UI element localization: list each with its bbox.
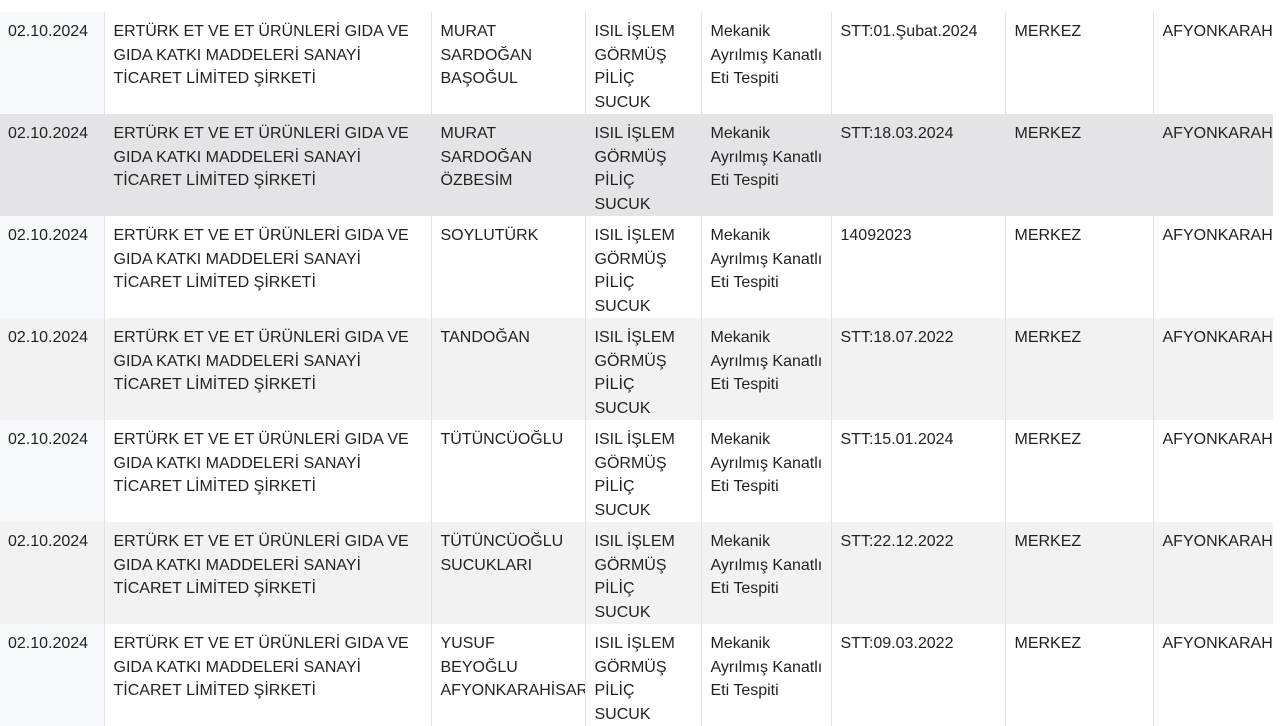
results-table-container: 02.10.2024 ERTÜRK ET VE ET ÜRÜNLERİ GIDA …: [0, 12, 1273, 726]
cell-district: MERKEZ: [1004, 114, 1153, 216]
cell-district: MERKEZ: [1004, 12, 1153, 114]
cell-date: 02.10.2024: [0, 12, 104, 114]
cell-province: AFYONKARAHİSAR: [1152, 624, 1273, 726]
cell-batch: STT:18.03.2024: [830, 114, 1005, 216]
cell-finding: Mekanik Ayrılmış Kanatlı Eti Tespiti: [700, 624, 831, 726]
cell-batch: STT:09.03.2022: [830, 624, 1005, 726]
cell-date: 02.10.2024: [0, 318, 104, 420]
cell-province: AFYONKARAHİSAR: [1152, 522, 1273, 624]
cell-date: 02.10.2024: [0, 624, 104, 726]
cell-brand: MURAT SARDOĞAN ÖZBESİM: [430, 114, 585, 216]
table-row: 02.10.2024 ERTÜRK ET VE ET ÜRÜNLERİ GIDA …: [0, 318, 1273, 420]
cell-company: ERTÜRK ET VE ET ÜRÜNLERİ GIDA VE GIDA KA…: [103, 12, 431, 114]
cell-batch: 14092023: [830, 216, 1005, 318]
cell-finding: Mekanik Ayrılmış Kanatlı Eti Tespiti: [700, 420, 831, 522]
cell-district: MERKEZ: [1004, 318, 1153, 420]
cell-product: ISIL İŞLEM GÖRMÜŞ PİLİÇ SUCUK: [584, 318, 701, 420]
cell-province: AFYONKARAHİSAR: [1152, 12, 1273, 114]
table-row: 02.10.2024 ERTÜRK ET VE ET ÜRÜNLERİ GIDA …: [0, 420, 1273, 522]
table-row: 02.10.2024 ERTÜRK ET VE ET ÜRÜNLERİ GIDA …: [0, 114, 1273, 216]
cell-company: ERTÜRK ET VE ET ÜRÜNLERİ GIDA VE GIDA KA…: [103, 114, 431, 216]
cell-brand: YUSUF BEYOĞLU AFYONKARAHİSAR: [430, 624, 585, 726]
cell-district: MERKEZ: [1004, 624, 1153, 726]
cell-company: ERTÜRK ET VE ET ÜRÜNLERİ GIDA VE GIDA KA…: [103, 216, 431, 318]
cell-product: ISIL İŞLEM GÖRMÜŞ PİLİÇ SUCUK: [584, 114, 701, 216]
cell-date: 02.10.2024: [0, 522, 104, 624]
cell-brand: TÜTÜNCÜOĞLU SUCUKLARI: [430, 522, 585, 624]
cell-district: MERKEZ: [1004, 216, 1153, 318]
cell-district: MERKEZ: [1004, 522, 1153, 624]
table-row: 02.10.2024 ERTÜRK ET VE ET ÜRÜNLERİ GIDA …: [0, 522, 1273, 624]
cell-product: ISIL İŞLEM GÖRMÜŞ PİLİÇ SUCUK: [584, 420, 701, 522]
cell-batch: STT:01.Şubat.2024: [830, 12, 1005, 114]
cell-finding: Mekanik Ayrılmış Kanatlı Eti Tespiti: [700, 12, 831, 114]
cell-district: MERKEZ: [1004, 420, 1153, 522]
cell-brand: TANDOĞAN: [430, 318, 585, 420]
cell-batch: STT:22.12.2022: [830, 522, 1005, 624]
table-row: 02.10.2024 ERTÜRK ET VE ET ÜRÜNLERİ GIDA …: [0, 12, 1273, 114]
cell-brand: MURAT SARDOĞAN BAŞOĞUL: [430, 12, 585, 114]
cell-province: AFYONKARAHİSAR: [1152, 114, 1273, 216]
cell-product: ISIL İŞLEM GÖRMÜŞ PİLİÇ SUCUK: [584, 624, 701, 726]
cell-province: AFYONKARAHİSAR: [1152, 216, 1273, 318]
cell-batch: STT:18.07.2022: [830, 318, 1005, 420]
cell-province: AFYONKARAHİSAR: [1152, 318, 1273, 420]
cell-brand: SOYLUTÜRK: [430, 216, 585, 318]
cell-product: ISIL İŞLEM GÖRMÜŞ PİLİÇ SUCUK: [584, 522, 701, 624]
cell-brand: TÜTÜNCÜOĞLU: [430, 420, 585, 522]
cell-date: 02.10.2024: [0, 114, 104, 216]
cell-finding: Mekanik Ayrılmış Kanatlı Eti Tespiti: [700, 522, 831, 624]
cell-company: ERTÜRK ET VE ET ÜRÜNLERİ GIDA VE GIDA KA…: [103, 420, 431, 522]
cell-finding: Mekanik Ayrılmış Kanatlı Eti Tespiti: [700, 114, 831, 216]
cell-date: 02.10.2024: [0, 420, 104, 522]
cell-company: ERTÜRK ET VE ET ÜRÜNLERİ GIDA VE GIDA KA…: [103, 522, 431, 624]
results-table: 02.10.2024 ERTÜRK ET VE ET ÜRÜNLERİ GIDA …: [0, 12, 1273, 726]
table-row: 02.10.2024 ERTÜRK ET VE ET ÜRÜNLERİ GIDA …: [0, 624, 1273, 726]
cell-batch: STT:15.01.2024: [830, 420, 1005, 522]
cell-company: ERTÜRK ET VE ET ÜRÜNLERİ GIDA VE GIDA KA…: [103, 624, 431, 726]
cell-date: 02.10.2024: [0, 216, 104, 318]
cell-product: ISIL İŞLEM GÖRMÜŞ PİLİÇ SUCUK: [584, 216, 701, 318]
cell-finding: Mekanik Ayrılmış Kanatlı Eti Tespiti: [700, 216, 831, 318]
cell-company: ERTÜRK ET VE ET ÜRÜNLERİ GIDA VE GIDA KA…: [103, 318, 431, 420]
cell-product: ISIL İŞLEM GÖRMÜŞ PİLİÇ SUCUK: [584, 12, 701, 114]
cell-finding: Mekanik Ayrılmış Kanatlı Eti Tespiti: [700, 318, 831, 420]
table-row: 02.10.2024 ERTÜRK ET VE ET ÜRÜNLERİ GIDA …: [0, 216, 1273, 318]
cell-province: AFYONKARAHİSAR: [1152, 420, 1273, 522]
